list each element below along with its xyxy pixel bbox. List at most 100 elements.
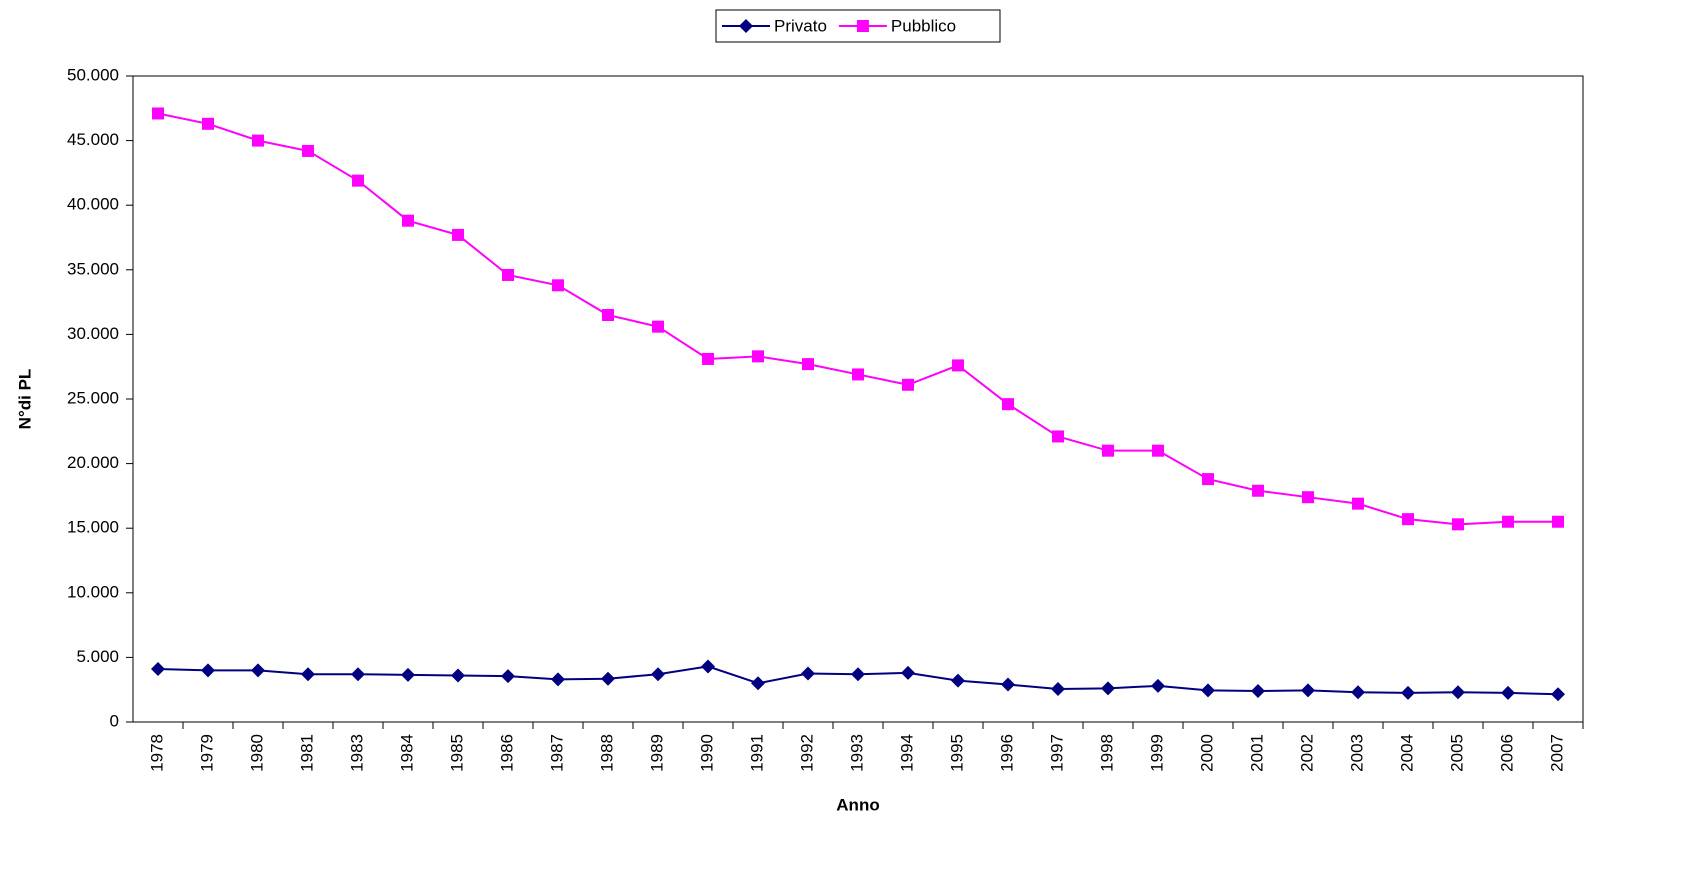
point xyxy=(1502,515,1514,528)
x-tick-label: 1992 xyxy=(797,734,816,772)
point xyxy=(1251,683,1265,698)
legend: Privato Pubblico xyxy=(715,9,1001,43)
point xyxy=(651,667,665,682)
point xyxy=(1102,444,1114,457)
x-tick-label: 1980 xyxy=(247,734,266,772)
x-tick-label: 1984 xyxy=(397,734,416,772)
point xyxy=(901,665,915,680)
point xyxy=(152,107,164,120)
point xyxy=(852,368,864,381)
x-tick-label: 1991 xyxy=(747,734,766,772)
point xyxy=(1551,687,1565,702)
x-axis-title: Anno xyxy=(836,795,879,814)
point xyxy=(202,117,214,130)
point xyxy=(451,668,465,683)
point xyxy=(802,358,814,371)
point xyxy=(1552,515,1564,528)
point xyxy=(602,309,614,322)
y-tick-label: 25.000 xyxy=(67,388,119,407)
point xyxy=(601,671,615,686)
point xyxy=(502,268,514,281)
x-tick-label: 1990 xyxy=(697,734,716,772)
x-tick-label: 1996 xyxy=(997,734,1016,772)
x-tick-label: 1981 xyxy=(297,734,316,772)
x-tick-label: 1985 xyxy=(447,734,466,772)
y-tick-label: 15.000 xyxy=(67,518,119,537)
point xyxy=(552,279,564,292)
point xyxy=(1202,473,1214,486)
y-tick-label: 30.000 xyxy=(67,324,119,343)
x-tick-label: 1994 xyxy=(897,734,916,772)
point xyxy=(1302,491,1314,504)
x-tick-label: 1989 xyxy=(647,734,666,772)
y-tick-label: 10.000 xyxy=(67,582,119,601)
point xyxy=(401,667,415,682)
point xyxy=(501,669,515,684)
point xyxy=(1301,683,1315,698)
point xyxy=(452,228,464,241)
point xyxy=(1152,444,1164,457)
x-tick-label: 1988 xyxy=(597,734,616,772)
point xyxy=(201,663,215,678)
point xyxy=(151,662,165,677)
point xyxy=(1052,430,1064,443)
legend-box xyxy=(715,9,1001,43)
point xyxy=(1051,682,1065,697)
plot-area xyxy=(132,75,1584,723)
point xyxy=(302,144,314,157)
y-axis-title: N°di PL xyxy=(15,369,34,430)
point xyxy=(652,320,664,333)
point xyxy=(1252,484,1264,497)
point xyxy=(739,19,753,33)
point xyxy=(952,359,964,372)
point xyxy=(252,134,264,147)
x-tick-label: 2007 xyxy=(1547,734,1566,772)
x-tick-label: 1998 xyxy=(1097,734,1116,772)
point xyxy=(702,352,714,365)
point xyxy=(301,667,315,682)
y-tick-label: 50.000 xyxy=(67,65,119,84)
x-tick-label: 2000 xyxy=(1197,734,1216,772)
x-tick-label: 2004 xyxy=(1397,734,1416,772)
point xyxy=(1401,685,1415,700)
x-tick-label: 1995 xyxy=(947,734,966,772)
point xyxy=(1402,513,1414,526)
point xyxy=(701,659,715,674)
point xyxy=(1002,398,1014,411)
point xyxy=(352,174,364,187)
y-tick-label: 35.000 xyxy=(67,259,119,278)
point xyxy=(551,672,565,687)
point xyxy=(351,667,365,682)
x-tick-label: 2006 xyxy=(1497,734,1516,772)
point xyxy=(1151,678,1165,693)
point xyxy=(402,214,414,227)
x-tick-label: 2002 xyxy=(1297,734,1316,772)
x-tick-label: 2001 xyxy=(1247,734,1266,772)
x-tick-label: 1986 xyxy=(497,734,516,772)
point xyxy=(751,676,765,691)
point xyxy=(1501,685,1515,700)
series xyxy=(151,659,1565,702)
x-tick-label: 1978 xyxy=(147,734,166,772)
point xyxy=(1452,518,1464,531)
y-tick-label: 40.000 xyxy=(67,195,119,214)
legend-label: Privato xyxy=(774,16,827,35)
point xyxy=(801,666,815,681)
point xyxy=(1101,681,1115,696)
x-tick-label: 1997 xyxy=(1047,734,1066,772)
x-tick-label: 1979 xyxy=(197,734,216,772)
point xyxy=(1451,685,1465,700)
x-tick-label: 1987 xyxy=(547,734,566,772)
legend-label: Pubblico xyxy=(891,16,956,35)
point xyxy=(851,667,865,682)
point xyxy=(1352,497,1364,510)
x-tick-label: 1983 xyxy=(347,734,366,772)
point xyxy=(856,20,869,32)
y-tick-label: 0 xyxy=(110,711,119,730)
point xyxy=(902,378,914,391)
y-tick-label: 20.000 xyxy=(67,453,119,472)
x-tick-label: 1999 xyxy=(1147,734,1166,772)
series-line xyxy=(157,112,1558,526)
point xyxy=(251,663,265,678)
